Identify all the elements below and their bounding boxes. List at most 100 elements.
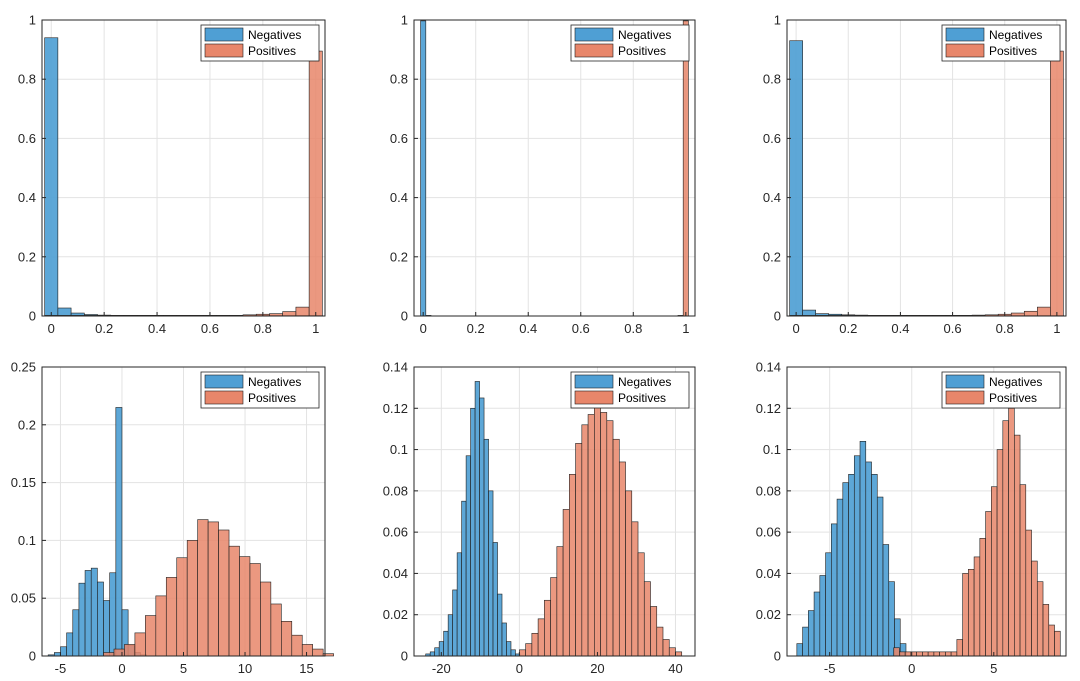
histogram-bar	[643, 581, 651, 657]
histogram-bar	[282, 311, 297, 317]
x-tick-label: 1	[1053, 321, 1060, 336]
x-tick-label: 0.8	[996, 321, 1014, 336]
plot-area	[42, 20, 325, 316]
y-tick-label: 0	[29, 649, 36, 664]
x-tick-label: 40	[668, 661, 682, 676]
histogram-bar	[115, 407, 123, 657]
x-tick-label: 0.2	[95, 321, 113, 336]
x-tick-label: -5	[824, 661, 836, 676]
legend-swatch-negatives	[204, 27, 244, 42]
histogram-bar	[581, 424, 589, 657]
histogram-bar	[260, 581, 272, 657]
histogram-bar	[1025, 529, 1032, 657]
y-tick-label: 0	[774, 649, 781, 664]
legend-label-positives: Positives	[618, 44, 666, 58]
histogram-bar	[429, 651, 435, 657]
legend-label-positives: Positives	[248, 391, 296, 405]
histogram-panel-5: -20 0 20 40 0 0.02 0.04 0.06 0.08 0.1 0.12 0.14 Nega…	[383, 360, 696, 676]
y-tick-label: 0.04	[756, 566, 781, 581]
histogram-bar	[637, 552, 645, 657]
histogram-panel-2: 0 0.2 0.4 0.6 0.8 1 0 0.2 0.4 0.6 0.8 1 Negatives Pos…	[390, 13, 696, 336]
histogram-bar	[165, 577, 178, 657]
x-tick-label: 0.4	[891, 321, 909, 336]
histogram-bar	[842, 482, 849, 657]
series-negatives	[425, 381, 521, 657]
histogram-bar	[308, 50, 323, 317]
y-tick-label: 0.25	[11, 360, 36, 375]
histogram-bar	[865, 461, 872, 657]
histogram-bar	[1008, 407, 1015, 657]
y-tick-label: 0	[29, 309, 36, 324]
histogram-bar	[650, 606, 658, 657]
y-tick-label: 0.6	[18, 131, 36, 146]
histogram-bar	[819, 575, 826, 657]
y-tick-label: 0.6	[390, 131, 408, 146]
histogram-bar	[103, 652, 115, 657]
x-tick-label: 10	[238, 661, 252, 676]
y-tick-label: 1	[29, 13, 36, 28]
legend-swatch-positives	[574, 390, 614, 405]
legend: Negatives Positives	[200, 24, 320, 62]
histogram-bar	[501, 622, 507, 657]
histogram-bar	[606, 420, 614, 657]
legend: Negatives Positives	[941, 371, 1061, 409]
series-positives	[519, 403, 683, 657]
histogram-bar	[808, 610, 815, 657]
legend-swatch-positives	[204, 43, 244, 58]
x-tick-label: 0	[420, 321, 427, 336]
histogram-bar	[682, 20, 689, 317]
x-tick-label: 1	[312, 321, 319, 336]
histogram-bar	[301, 644, 313, 657]
histogram-bar	[270, 603, 282, 657]
histogram-bar	[668, 647, 676, 657]
y-tick-label: 0.1	[763, 442, 781, 457]
x-tick-label: 0.2	[467, 321, 485, 336]
histogram-bar	[1037, 306, 1051, 317]
histogram-bar	[600, 412, 608, 657]
histogram-bar	[54, 652, 61, 657]
histogram-bar	[510, 649, 516, 657]
histogram-bar	[66, 632, 74, 657]
histogram-bar	[470, 407, 476, 657]
histogram-bar	[985, 511, 992, 657]
y-tick-label: 0.02	[383, 607, 408, 622]
histogram-bar	[312, 648, 324, 657]
x-tick-label: 5	[990, 661, 997, 676]
x-tick-label: 0.6	[572, 321, 590, 336]
histogram-bar	[1048, 624, 1055, 657]
x-tick-label: 0	[118, 661, 125, 676]
histogram-bar	[456, 552, 462, 657]
y-tick-label: 0.06	[756, 525, 781, 540]
y-tick-label: 0	[401, 309, 408, 324]
histogram-bar	[544, 599, 551, 657]
histogram-bar	[825, 552, 832, 657]
histogram-bar	[134, 632, 146, 657]
histogram-bar	[904, 651, 912, 657]
y-tick-label: 0.2	[763, 249, 781, 264]
y-tick-label: 0.1	[390, 442, 408, 457]
y-tick-label: 0.8	[390, 72, 408, 87]
histogram-bar	[186, 540, 198, 657]
x-tick-label: 0	[793, 321, 800, 336]
histogram-bar	[525, 643, 533, 657]
histogram-bar	[479, 397, 485, 657]
histogram-panel-1: 0 0.2 0.4 0.6 0.8 1 0 0.2 0.4 0.6 0.8 1 Negatives Pos…	[18, 13, 326, 336]
histogram-bar	[155, 595, 167, 657]
histogram-bar	[1050, 50, 1064, 317]
histogram-bar	[656, 626, 664, 657]
x-tick-label: 0	[908, 661, 915, 676]
x-tick-label: 15	[299, 661, 313, 676]
legend-swatch-positives	[574, 43, 614, 58]
histogram-bar	[249, 563, 261, 657]
legend-swatch-negatives	[204, 374, 244, 389]
x-tick-label: 0.6	[944, 321, 962, 336]
histogram-bar	[207, 521, 219, 657]
y-tick-label: 0.1	[18, 533, 36, 548]
histogram-bar	[550, 577, 558, 657]
histogram-bar	[893, 647, 900, 657]
y-tick-label: 0	[401, 649, 408, 664]
legend-swatch-negatives	[945, 27, 985, 42]
histogram-bar	[291, 634, 303, 657]
histogram-bar	[973, 556, 981, 657]
histogram-bar	[625, 490, 633, 657]
